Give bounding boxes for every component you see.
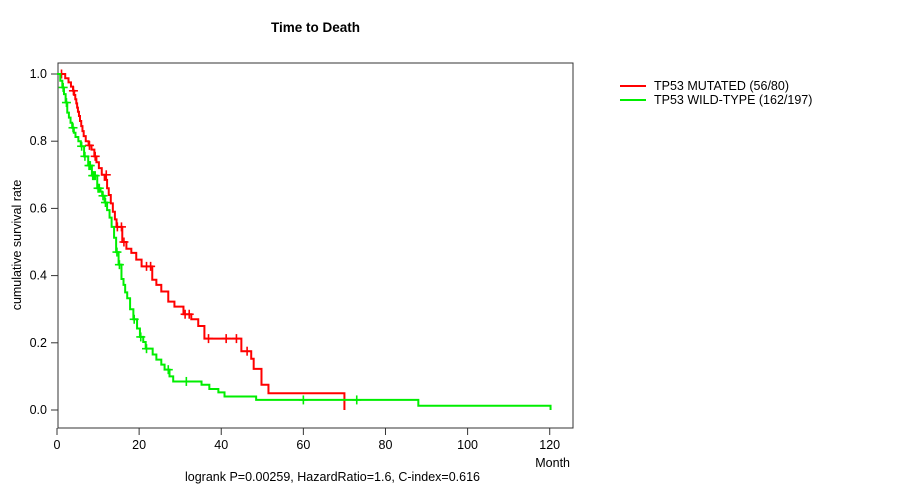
x-axis-label: Month xyxy=(535,456,570,470)
x-tick-label: 100 xyxy=(457,438,478,452)
survival-curve-0 xyxy=(57,73,346,410)
chart-title: Time to Death xyxy=(270,20,360,35)
y-axis-label: cumulative survival rate xyxy=(10,179,24,311)
y-tick-label: 0.2 xyxy=(30,336,47,350)
stats-annotation: logrank P=0.00259, HazardRatio=1.6, C-in… xyxy=(185,470,480,484)
x-tick-label: 0 xyxy=(54,438,61,452)
legend-item-mutated: TP53 MUTATED (56/80) xyxy=(620,79,812,93)
survival-curve-1 xyxy=(57,73,552,410)
y-tick-label: 0.6 xyxy=(30,201,47,215)
y-tick-label: 0.0 xyxy=(30,403,47,417)
plot-frame xyxy=(57,62,574,429)
x-tick-label: 60 xyxy=(296,438,310,452)
legend: TP53 MUTATED (56/80) TP53 WILD-TYPE (162… xyxy=(620,79,812,107)
x-tick-label: 120 xyxy=(539,438,560,452)
x-tick-label: 20 xyxy=(132,438,146,452)
legend-item-wildtype: TP53 WILD-TYPE (162/197) xyxy=(620,93,812,107)
y-tick-label: 0.8 xyxy=(30,134,47,148)
legend-label-mutated: TP53 MUTATED (56/80) xyxy=(654,79,789,93)
legend-label-wildtype: TP53 WILD-TYPE (162/197) xyxy=(654,93,813,107)
y-tick-label: 1.0 xyxy=(30,67,47,81)
x-tick-label: 80 xyxy=(379,438,393,452)
legend-line-mutated-icon xyxy=(620,85,646,87)
y-tick-label: 0.4 xyxy=(30,269,47,283)
legend-line-wildtype-icon xyxy=(620,99,646,101)
x-tick-label: 40 xyxy=(214,438,228,452)
